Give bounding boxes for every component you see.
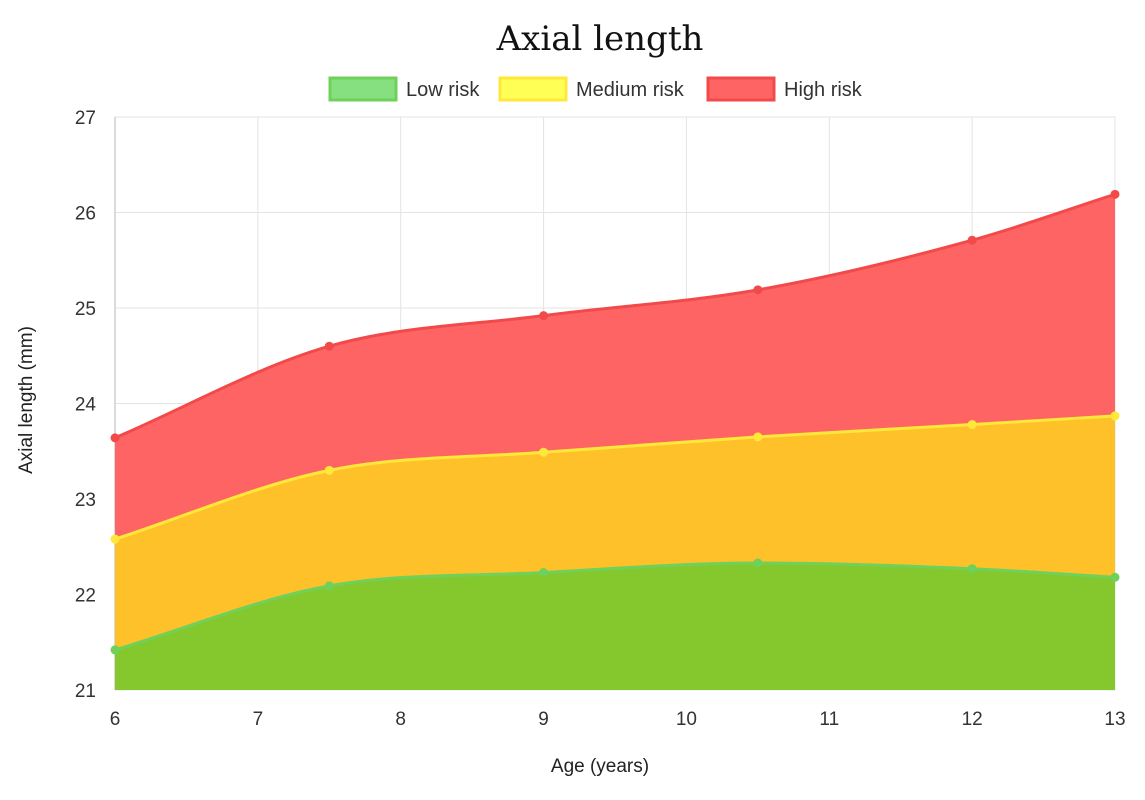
x-axis-label: Age (years) <box>551 756 649 777</box>
high-risk-point[interactable] <box>1110 189 1120 199</box>
high-risk-point[interactable] <box>539 311 549 321</box>
y-tick-label: 21 <box>75 681 96 702</box>
high-risk-legend-swatch[interactable] <box>706 76 776 102</box>
y-axis-label: Axial length (mm) <box>16 326 37 474</box>
x-tick-label: 7 <box>253 709 264 730</box>
low-risk-point[interactable] <box>110 645 120 655</box>
high-risk-point[interactable] <box>967 235 977 245</box>
low-risk-point[interactable] <box>753 558 763 568</box>
medium-risk-point[interactable] <box>110 534 120 544</box>
low-risk-legend-swatch[interactable] <box>328 76 398 102</box>
high-risk-legend-label[interactable]: High risk <box>784 79 863 101</box>
medium-risk-point[interactable] <box>753 432 763 442</box>
low-risk-point[interactable] <box>539 568 549 578</box>
low-risk-point[interactable] <box>967 564 977 574</box>
y-tick-label: 22 <box>75 586 96 607</box>
medium-risk-point[interactable] <box>539 447 549 457</box>
x-tick-label: 10 <box>676 709 697 730</box>
x-tick-label: 12 <box>962 709 983 730</box>
medium-risk-legend-label[interactable]: Medium risk <box>576 79 685 101</box>
medium-risk-point[interactable] <box>967 420 977 430</box>
x-tick-label: 13 <box>1104 709 1125 730</box>
low-risk-point[interactable] <box>1110 572 1120 582</box>
chart-areas <box>115 194 1115 691</box>
high-risk-point[interactable] <box>324 341 334 351</box>
x-tick-label: 11 <box>819 709 839 730</box>
chart-ticks: 6 7 8 9 10 11 12 13 21 22 23 24 25 26 27 <box>75 108 1126 730</box>
medium-risk-point[interactable] <box>324 465 334 475</box>
medium-risk-point[interactable] <box>1110 411 1120 421</box>
low-risk-point[interactable] <box>324 581 334 591</box>
low-risk-area <box>115 562 1115 690</box>
chart-points <box>110 189 1120 655</box>
medium-risk-legend-swatch[interactable] <box>498 76 568 102</box>
low-risk-legend-label[interactable]: Low risk <box>406 79 480 101</box>
y-tick-label: 23 <box>75 490 96 511</box>
high-risk-point[interactable] <box>110 433 120 443</box>
x-tick-label: 6 <box>110 709 121 730</box>
y-tick-label: 25 <box>75 299 96 320</box>
x-tick-label: 8 <box>395 709 406 730</box>
chart-title: Axial length <box>496 19 704 59</box>
chart-legend: Low risk Medium risk High risk <box>328 76 863 102</box>
x-tick-label: 9 <box>538 709 549 730</box>
y-tick-label: 26 <box>75 204 96 225</box>
high-risk-point[interactable] <box>753 285 763 295</box>
y-tick-label: 24 <box>75 395 97 416</box>
y-tick-label: 27 <box>75 108 96 129</box>
